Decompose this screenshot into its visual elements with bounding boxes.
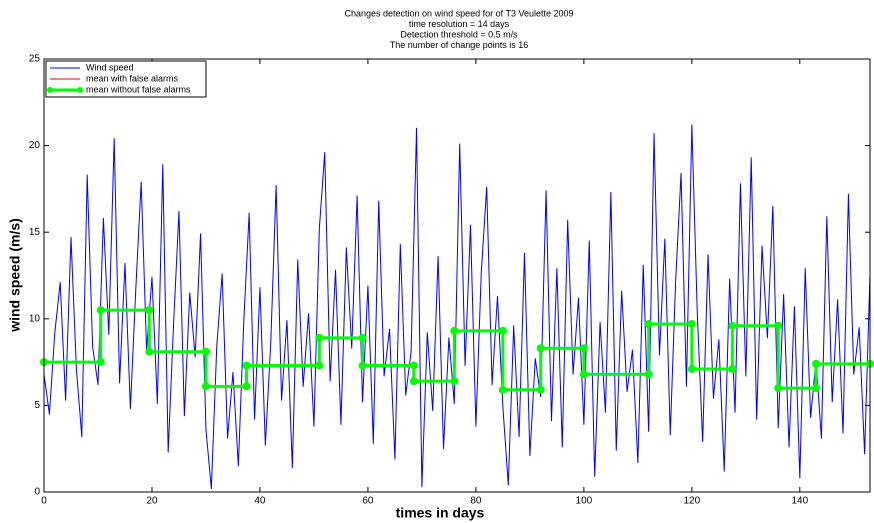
chart-title: Detection threshold = 0.5 m/s	[400, 29, 518, 39]
marker	[728, 365, 737, 374]
marker	[774, 321, 783, 330]
chart-title: The number of change points is 16	[390, 40, 529, 50]
legend-label: Wind speed	[86, 62, 134, 72]
y-tick-label: 20	[29, 140, 41, 151]
legend-marker	[47, 87, 53, 93]
marker	[687, 365, 696, 374]
marker	[242, 361, 251, 370]
marker	[687, 319, 696, 328]
marker	[145, 306, 154, 315]
marker	[315, 333, 324, 342]
marker	[644, 319, 653, 328]
y-tick-label: 0	[34, 487, 40, 498]
marker	[145, 347, 154, 356]
y-axis-label: wind speed (m/s)	[7, 218, 23, 333]
legend-marker	[77, 87, 83, 93]
series-line	[44, 308, 870, 392]
marker	[96, 306, 105, 315]
marker	[579, 370, 588, 379]
x-tick-label: 0	[41, 496, 47, 507]
marker	[498, 385, 507, 394]
y-tick-label: 5	[34, 400, 40, 411]
x-tick-label: 80	[470, 496, 482, 507]
marker	[536, 385, 545, 394]
marker	[450, 377, 459, 386]
marker	[450, 326, 459, 335]
legend-label: mean with false alarms	[86, 73, 179, 83]
marker	[409, 377, 418, 386]
marker	[728, 321, 737, 330]
marker	[242, 382, 251, 391]
chart-title: time resolution = 14 days	[409, 19, 510, 29]
x-tick-label: 20	[146, 496, 158, 507]
marker	[579, 344, 588, 353]
x-tick-label: 100	[576, 496, 593, 507]
marker	[812, 384, 821, 393]
marker	[812, 359, 821, 368]
marker	[409, 361, 418, 370]
marker	[536, 344, 545, 353]
x-tick-label: 60	[362, 496, 374, 507]
marker	[774, 384, 783, 393]
marker	[201, 347, 210, 356]
marker	[358, 361, 367, 370]
marker	[315, 361, 324, 370]
y-tick-label: 15	[29, 227, 41, 238]
x-axis-label: times in days	[396, 505, 485, 521]
marker	[96, 358, 105, 367]
marker	[644, 370, 653, 379]
x-tick-label: 120	[683, 496, 700, 507]
x-tick-label: 40	[254, 496, 266, 507]
marker	[498, 326, 507, 335]
y-tick-label: 10	[29, 313, 41, 324]
chart-title: Changes detection on wind speed for of T…	[345, 8, 574, 18]
marker	[358, 333, 367, 342]
legend-label: mean without false alarms	[86, 84, 191, 94]
y-tick-label: 25	[29, 54, 41, 65]
axes-box	[43, 58, 871, 493]
marker	[201, 382, 210, 391]
x-tick-label: 140	[791, 496, 808, 507]
